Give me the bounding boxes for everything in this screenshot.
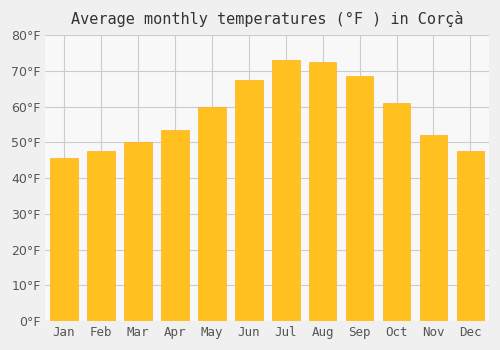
Bar	[309, 62, 336, 321]
Title: Average monthly temperatures (°F ) in Corçà: Average monthly temperatures (°F ) in Co…	[71, 11, 464, 27]
Bar	[456, 151, 484, 321]
Bar	[124, 142, 152, 321]
Bar	[346, 76, 374, 321]
Bar	[420, 135, 448, 321]
Bar	[50, 159, 78, 321]
Bar	[235, 80, 262, 321]
Bar	[87, 151, 115, 321]
Bar	[272, 60, 299, 321]
Bar	[161, 130, 188, 321]
Bar	[198, 107, 226, 321]
Bar	[382, 103, 410, 321]
